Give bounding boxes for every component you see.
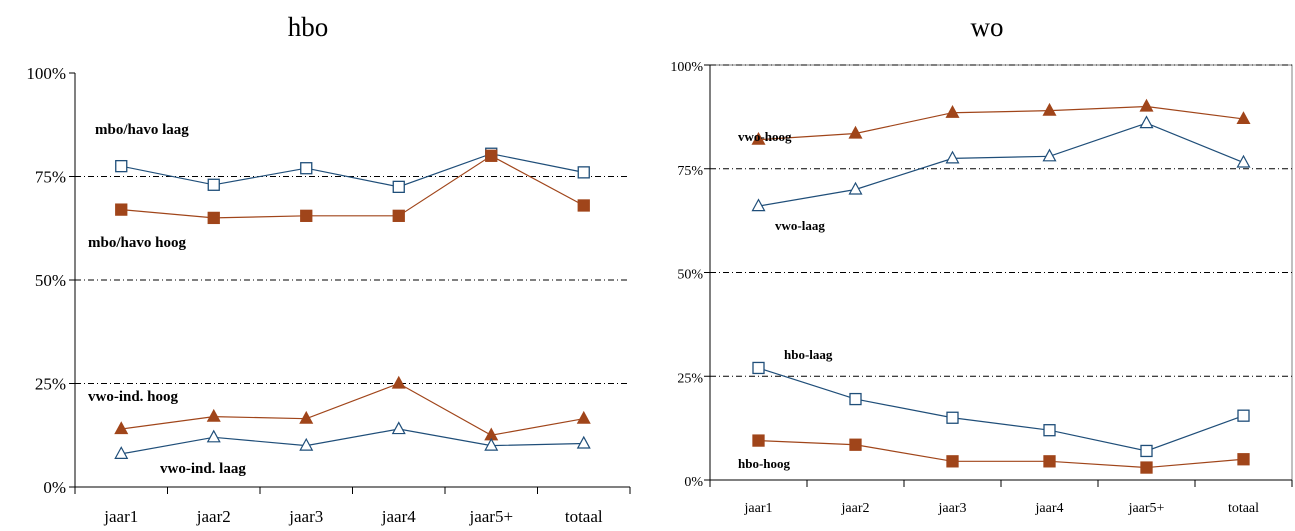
y-tick-label: 75% (35, 168, 66, 187)
series-line (121, 153, 584, 188)
series-label: hbo-laag (784, 347, 833, 362)
series-label: mbo/havo laag (95, 122, 189, 138)
data-point (849, 438, 862, 451)
series-line (758, 439, 1244, 469)
x-tick-label: jaar1 (103, 507, 138, 526)
data-point (1043, 424, 1056, 437)
data-point (752, 361, 765, 375)
x-tick-label: jaar5+ (1128, 501, 1165, 516)
x-tick-label: totaal (1228, 501, 1259, 516)
series-mbo-havo-hoog: mbo/havo hoog (88, 149, 590, 251)
data-point (848, 181, 863, 195)
y-tick-label: 25% (677, 371, 703, 386)
data-point (1140, 461, 1153, 474)
data-point (1140, 444, 1153, 458)
data-point (299, 410, 314, 424)
series-label: vwo-ind. laag (160, 461, 246, 477)
y-tick-label: 75% (677, 164, 703, 179)
data-point (849, 392, 862, 406)
data-point (300, 162, 313, 175)
series-line (121, 382, 584, 436)
data-point (1042, 102, 1057, 116)
series-vwo-laag: vwo-laag (751, 115, 1251, 233)
series-hbo-hoog: hbo-hoog (738, 434, 1250, 474)
data-point (300, 209, 313, 222)
data-point (1236, 111, 1251, 125)
data-point (576, 410, 591, 424)
data-point (391, 375, 406, 389)
series-line (758, 122, 1244, 207)
data-point (485, 149, 498, 162)
x-tick-label: totaal (565, 507, 603, 526)
data-point (206, 408, 221, 422)
series-line (121, 428, 584, 455)
data-point (1042, 148, 1057, 162)
data-point (946, 455, 959, 468)
y-tick-label: 100% (670, 60, 703, 75)
x-tick-label: jaar1 (744, 501, 773, 516)
series-mbo-havo-laag: mbo/havo laag (95, 122, 590, 194)
y-tick-label: 0% (684, 475, 703, 490)
data-point (1139, 98, 1154, 112)
data-point (484, 437, 499, 451)
data-point (1139, 115, 1154, 129)
y-tick-label: 25% (35, 375, 66, 394)
x-tick-label: jaar2 (196, 507, 231, 526)
data-point (577, 166, 590, 179)
y-tick-label: 50% (677, 268, 703, 283)
data-point (392, 209, 405, 222)
data-point (299, 437, 314, 451)
x-tick-label: jaar4 (381, 507, 416, 526)
data-point (751, 131, 766, 145)
series-label: mbo/havo hoog (88, 235, 186, 251)
y-tick-label: 50% (35, 271, 66, 290)
data-point (115, 159, 128, 173)
y-tick-label: 0% (43, 478, 66, 497)
series-line (758, 105, 1244, 141)
data-point (1236, 154, 1251, 168)
data-point (114, 421, 129, 435)
data-point (207, 211, 220, 225)
chart-title: hbo (288, 12, 329, 42)
series-vwo-ind-hoog: vwo-ind. hoog (88, 375, 591, 441)
data-point (945, 150, 960, 164)
series-line (121, 155, 585, 219)
series-label: hbo-hoog (738, 456, 791, 471)
series-vwo-hoog: vwo-hoog (738, 98, 1251, 145)
series-hbo-laag: hbo-laag (752, 347, 1250, 458)
x-tick-label: jaar2 (841, 501, 870, 516)
series-label: vwo-hoog (738, 129, 792, 144)
data-point (391, 421, 406, 435)
x-tick-label: jaar3 (938, 501, 967, 516)
data-point (1237, 453, 1250, 466)
data-point (751, 198, 766, 212)
data-point (115, 203, 128, 216)
chart-wo: wo 0% 25% 50% 75% 100% jaar1 jaar2 jaar3 jaar4 jaa… (670, 12, 1293, 516)
data-point (577, 199, 590, 212)
series-label: vwo-laag (775, 218, 825, 233)
data-point (207, 178, 220, 191)
x-tick-label: jaar4 (1035, 501, 1064, 516)
data-point (206, 429, 221, 443)
data-point (752, 434, 765, 447)
series-line (758, 367, 1244, 452)
data-point (848, 125, 863, 139)
data-point (392, 180, 405, 194)
series-vwo-ind-laag: vwo-ind. laag (114, 421, 591, 477)
chart-hbo: hbo 0% 25% 50% 75% 100% jaar1 jaar2 jaar3 jaar4 ja… (26, 12, 631, 526)
data-point (1043, 455, 1056, 468)
y-tick-label: 100% (26, 64, 66, 83)
data-point (945, 104, 960, 118)
data-point (114, 446, 129, 459)
chart-title: wo (971, 12, 1004, 42)
series-label: vwo-ind. hoog (88, 389, 179, 405)
data-point (576, 435, 591, 449)
data-point (1237, 409, 1250, 422)
data-point (946, 411, 959, 424)
x-tick-label: jaar3 (288, 507, 323, 526)
x-tick-label: jaar5+ (468, 507, 513, 526)
